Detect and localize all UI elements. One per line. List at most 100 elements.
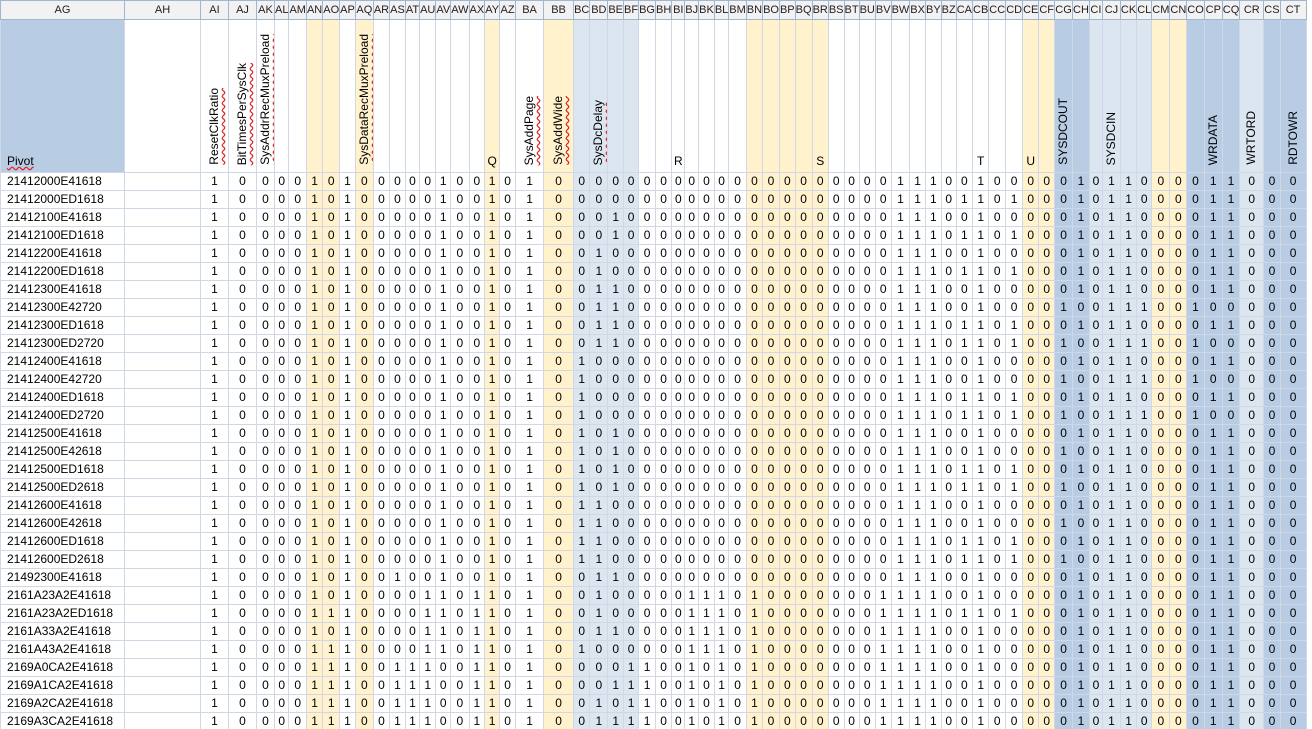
bit-cell[interactable]: 0	[543, 388, 575, 407]
bit-cell[interactable]: 1	[200, 352, 229, 371]
bit-cell[interactable]: 0	[256, 676, 275, 695]
bit-cell[interactable]: 0	[404, 388, 421, 407]
bit-cell[interactable]: 0	[1263, 676, 1281, 695]
bit-cell[interactable]: 0	[589, 388, 609, 407]
bit-cell[interactable]: 0	[468, 550, 486, 569]
column-header-ax[interactable]: AX	[468, 0, 486, 20]
bit-cell[interactable]: 1	[573, 640, 591, 659]
bit-cell[interactable]: 1	[909, 532, 926, 551]
bit-cell[interactable]: 0	[354, 478, 374, 497]
bit-cell[interactable]: 0	[1054, 496, 1074, 515]
bit-cell[interactable]: 0	[1136, 172, 1153, 191]
bit-cell[interactable]: 0	[1088, 640, 1103, 659]
bit-cell[interactable]: 1	[1072, 388, 1090, 407]
bit-cell[interactable]: 0	[1005, 658, 1024, 677]
bit-cell[interactable]: 1	[484, 478, 501, 497]
bit-cell[interactable]: 0	[354, 352, 374, 371]
bit-cell[interactable]: 1	[305, 460, 324, 479]
bit-cell[interactable]: 0	[713, 460, 730, 479]
bit-cell[interactable]: 0	[273, 568, 290, 587]
bit-cell[interactable]: 0	[940, 172, 957, 191]
bit-cell[interactable]: 1	[1221, 514, 1241, 533]
bit-cell[interactable]: 1	[1221, 208, 1241, 227]
column-header-ap[interactable]: AP	[339, 0, 356, 20]
bit-cell[interactable]: 0	[874, 208, 892, 227]
bit-cell[interactable]: 1	[972, 676, 990, 695]
bit-cell[interactable]: 0	[354, 514, 374, 533]
bit-cell[interactable]: 1	[890, 370, 911, 389]
bit-cell[interactable]: 0	[940, 658, 957, 677]
bit-cell[interactable]: 1	[1072, 604, 1090, 623]
bit-cell[interactable]: 0	[589, 676, 609, 695]
bit-cell[interactable]: 1	[1119, 334, 1138, 353]
bit-cell[interactable]: 1	[1101, 424, 1121, 443]
bit-cell[interactable]: 0	[778, 226, 796, 245]
bit-cell[interactable]: 1	[200, 280, 229, 299]
bit-cell[interactable]: 1	[909, 406, 926, 425]
column-header-cl[interactable]: CL	[1136, 0, 1153, 20]
bit-cell[interactable]: 0	[543, 226, 575, 245]
bit-cell[interactable]: 1	[339, 244, 356, 263]
bit-cell[interactable]: 1	[1221, 280, 1241, 299]
bit-cell[interactable]: 0	[1038, 190, 1056, 209]
pivot-cell[interactable]: 2161A43A2E41618	[0, 640, 125, 659]
bit-cell[interactable]: 0	[1038, 568, 1056, 587]
bit-cell[interactable]: 0	[827, 658, 845, 677]
bit-cell[interactable]: 1	[890, 604, 911, 623]
bit-cell[interactable]: 1	[1072, 460, 1090, 479]
bit-cell[interactable]: 0	[228, 694, 257, 713]
bit-cell[interactable]: 1	[1119, 532, 1138, 551]
bit-cell[interactable]: 1	[874, 694, 892, 713]
bit-cell[interactable]: 0	[794, 532, 813, 551]
bit-cell[interactable]: 0	[843, 694, 860, 713]
bit-cell[interactable]: 0	[354, 280, 374, 299]
bit-cell[interactable]: 1	[890, 388, 911, 407]
bit-cell[interactable]: 1	[972, 586, 990, 605]
bit-cell[interactable]: 0	[1088, 658, 1103, 677]
bit-cell[interactable]: 1	[339, 496, 356, 515]
bit-cell[interactable]: 0	[1151, 334, 1171, 353]
bit-cell[interactable]: 0	[1169, 370, 1188, 389]
bit-cell[interactable]: 0	[468, 334, 486, 353]
bit-cell[interactable]: 0	[228, 334, 257, 353]
bit-cell[interactable]: 0	[762, 424, 780, 443]
bit-cell[interactable]: 0	[713, 496, 730, 515]
bit-cell[interactable]: 0	[988, 514, 1007, 533]
bit-cell[interactable]: 1	[890, 622, 911, 641]
bit-cell[interactable]: 1	[322, 604, 341, 623]
bit-cell[interactable]: 0	[543, 262, 575, 281]
bit-cell[interactable]: 0	[589, 370, 609, 389]
bit-cell[interactable]: 1	[890, 334, 911, 353]
bit-cell[interactable]: 0	[1038, 712, 1056, 729]
bit-cell[interactable]: 0	[1221, 334, 1241, 353]
bit-cell[interactable]: 0	[273, 334, 290, 353]
bit-cell[interactable]: 0	[762, 298, 780, 317]
bit-cell[interactable]: 1	[435, 406, 452, 425]
bit-cell[interactable]: 1	[1101, 676, 1121, 695]
bit-cell[interactable]: 0	[794, 406, 813, 425]
bit-cell[interactable]: 1	[200, 532, 229, 551]
bit-cell[interactable]: 0	[654, 514, 673, 533]
bit-cell[interactable]: 1	[1119, 316, 1138, 335]
bit-cell[interactable]: 0	[1239, 622, 1265, 641]
bit-cell[interactable]: 1	[484, 280, 501, 299]
bit-cell[interactable]: 0	[671, 550, 686, 569]
bit-cell[interactable]: 1	[909, 280, 926, 299]
bit-cell[interactable]: 0	[654, 496, 673, 515]
bit-cell[interactable]: 0	[543, 298, 575, 317]
bit-cell[interactable]: 0	[1279, 298, 1307, 317]
bit-cell[interactable]: 0	[794, 388, 813, 407]
bit-cell[interactable]: 1	[339, 676, 356, 695]
bit-cell[interactable]: 1	[339, 262, 356, 281]
bit-cell[interactable]: 0	[256, 640, 275, 659]
bit-cell[interactable]: 0	[1279, 172, 1307, 191]
bit-cell[interactable]: 0	[419, 442, 437, 461]
bit-cell[interactable]: 1	[468, 712, 486, 729]
bit-cell[interactable]: 0	[468, 262, 486, 281]
header-cell-bx[interactable]	[909, 19, 926, 173]
bit-cell[interactable]: 1	[200, 370, 229, 389]
bit-cell[interactable]: 1	[1072, 262, 1090, 281]
bit-cell[interactable]: 0	[1088, 316, 1103, 335]
bit-cell[interactable]: 0	[389, 334, 406, 353]
bit-cell[interactable]: 0	[794, 550, 813, 569]
